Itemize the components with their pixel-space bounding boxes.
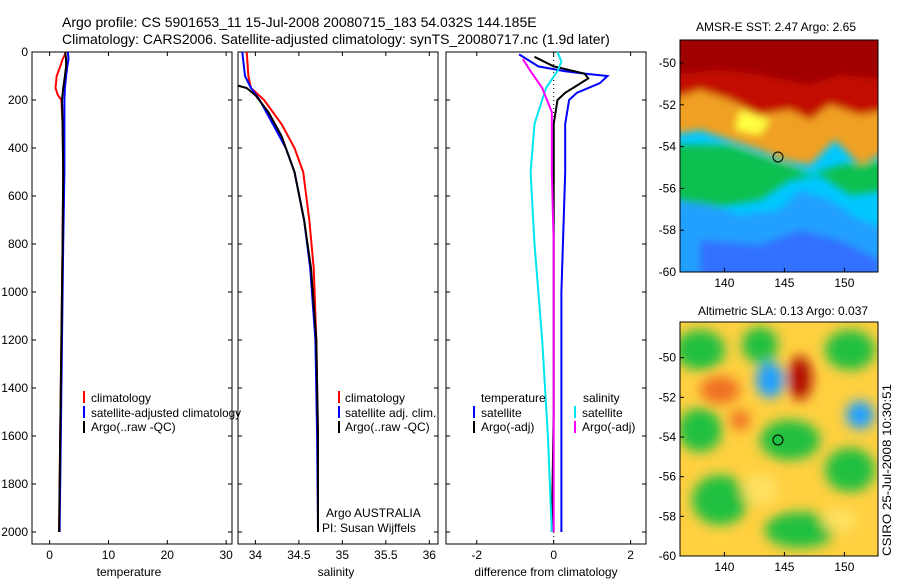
sst-map-ticks: -50 -52 -54 -56 -58 -60 140 145 150 (659, 56, 855, 290)
series-line-argo-raw-qc- (58, 51, 68, 533)
legend-label: Argo(-adj) (582, 420, 635, 434)
sla-map-ticks: -50 -52 -54 -56 -58 -60 140 145 150 (659, 351, 855, 574)
salinity-ticks: 34 34.5 35 35.5 36 (238, 51, 438, 562)
salinity-xlabel: salinity (318, 565, 355, 579)
float-pi-note: PI: Susan Wijffels (322, 521, 416, 535)
salinity-legend: climatology satellite adj. clim. Argo(..… (338, 391, 436, 434)
sla-argo-marker (772, 434, 784, 446)
depth-ytick-label: 1000 (1, 285, 28, 299)
legend-label: satellite adj. clim. (345, 406, 436, 420)
depth-ytick-label: 2000 (1, 525, 28, 539)
sla-ytick-label: -58 (659, 509, 677, 523)
salinity-xtick-label: 34 (249, 548, 263, 562)
sst-xtick-label: 150 (834, 276, 854, 290)
temperature-ticks: 0 10 20 30 0 200 400 600 800 1000 1200 1400 1600 1800… (1, 45, 233, 562)
sst-map-image (680, 40, 878, 272)
sla-xtick-label: 150 (834, 560, 854, 574)
temperature-axes (31, 51, 233, 545)
legend-label: satellite (481, 406, 522, 420)
depth-ytick-label: 0 (21, 45, 28, 59)
legend-label: climatology (91, 391, 151, 405)
sst-xtick-label: 140 (714, 276, 734, 290)
sst-ytick-label: -58 (659, 223, 677, 237)
temperature-xtick-label: 20 (161, 548, 175, 562)
salinity-axes (237, 51, 439, 545)
series-line-satellite-adj-clim- (241, 51, 319, 533)
legend-label: satellite-adjusted climatology (91, 406, 241, 420)
difference-xtick-label: -2 (471, 548, 482, 562)
sst-ytick-label: -56 (659, 181, 677, 195)
series-line-salinity-argo-adj- (522, 58, 555, 532)
temperature-xlabel: temperature (97, 565, 162, 579)
csiro-timestamp: CSIRO 25-Jul-2008 10:30:51 (880, 384, 894, 556)
sla-map-image (680, 322, 878, 556)
depth-ytick-label: 1800 (1, 477, 28, 491)
figure-title-line2: Climatology: CARS2006. Satellite-adjuste… (62, 31, 610, 47)
sst-ytick-label: -52 (659, 98, 677, 112)
temperature-xtick-label: 30 (219, 548, 233, 562)
sst-xtick-label: 145 (774, 276, 794, 290)
legend-header-salinity: salinity (583, 391, 620, 405)
sla-map-axes (679, 321, 879, 557)
sst-ytick-label: -54 (659, 140, 677, 154)
depth-ytick-label: 1200 (1, 333, 28, 347)
sst-argo-marker (772, 151, 784, 163)
depth-ytick-label: 400 (8, 141, 28, 155)
sla-ytick-label: -54 (659, 430, 677, 444)
depth-ytick-label: 600 (8, 189, 28, 203)
difference-xtick-label: 0 (550, 548, 557, 562)
depth-ytick-label: 1600 (1, 429, 28, 443)
series-line-salinity-satellite (529, 51, 563, 533)
difference-legend: temperature satellite Argo(-adj) salinit… (473, 391, 635, 434)
temperature-legend: climatology satellite-adjusted climatolo… (83, 391, 241, 434)
difference-ticks: -2 0 2 (446, 51, 646, 562)
difference-xlabel: difference from climatology (474, 565, 617, 579)
temperature-xtick-label: 0 (46, 548, 53, 562)
legend-label: satellite (582, 406, 623, 420)
difference-axes (445, 51, 647, 545)
temperature-series (54, 51, 70, 533)
float-program-note: Argo AUSTRALIA (326, 506, 421, 520)
salinity-xtick-label: 35 (336, 548, 350, 562)
sla-xtick-label: 145 (774, 560, 794, 574)
sla-map-title: Altimetric SLA: 0.13 Argo: 0.037 (698, 304, 868, 318)
difference-xtick-label: 2 (627, 548, 634, 562)
series-line-satellite-adjusted-climatology (58, 51, 70, 533)
depth-ytick-label: 800 (8, 237, 28, 251)
depth-ytick-label: 200 (8, 93, 28, 107)
legend-label: climatology (345, 391, 405, 405)
sla-ytick-label: -50 (659, 351, 677, 365)
sla-ytick-label: -56 (659, 470, 677, 484)
legend-label: Argo(..raw -QC) (345, 420, 430, 434)
salinity-xtick-label: 34.5 (287, 548, 311, 562)
series-line-temperature-satellite (518, 53, 610, 532)
sst-map-axes (679, 39, 879, 273)
legend-header-temperature: temperature (481, 391, 546, 405)
salinity-xtick-label: 35.5 (374, 548, 398, 562)
difference-series (518, 51, 610, 544)
sst-ytick-label: -60 (659, 265, 677, 279)
sst-ytick-label: -50 (659, 56, 677, 70)
series-line-argo-raw-qc- (237, 84, 319, 532)
sla-ytick-label: -52 (659, 390, 677, 404)
sst-map-title: AMSR-E SST: 2.47 Argo: 2.65 (696, 20, 856, 34)
sla-xtick-label: 140 (714, 560, 734, 574)
series-line-climatology (245, 51, 319, 532)
sla-ytick-label: -60 (659, 549, 677, 563)
salinity-series (237, 51, 319, 533)
figure-title-line1: Argo profile: CS 5901653_11 15-Jul-2008 … (62, 14, 537, 30)
legend-label: Argo(..raw -QC) (91, 420, 176, 434)
salinity-xtick-label: 36 (423, 548, 437, 562)
legend-label: Argo(-adj) (481, 420, 534, 434)
temperature-xtick-label: 10 (102, 548, 116, 562)
depth-ytick-label: 1400 (1, 381, 28, 395)
